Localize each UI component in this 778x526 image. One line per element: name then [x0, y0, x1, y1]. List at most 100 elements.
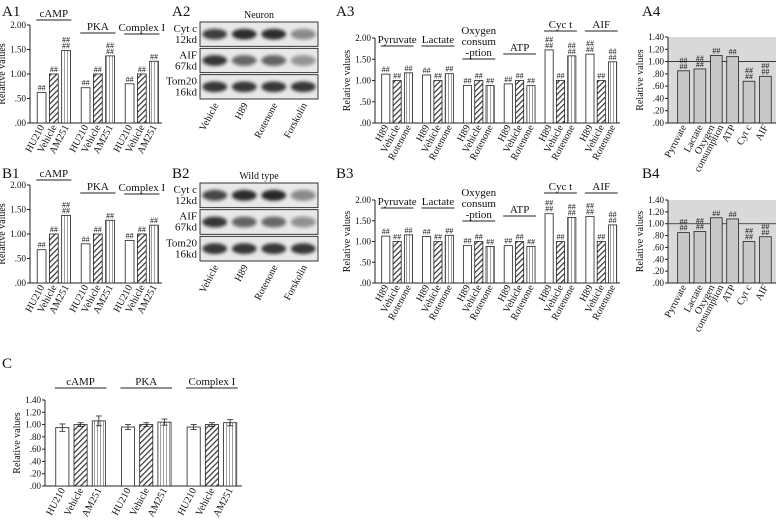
- y-tick-label: .00: [30, 481, 42, 491]
- significance-mark: ##: [609, 47, 617, 56]
- significance-mark: ##: [680, 218, 688, 227]
- significance-mark: ##: [126, 75, 134, 84]
- y-tick-label: .20: [30, 469, 42, 479]
- significance-mark: ##: [126, 231, 134, 240]
- panel-label: A4: [642, 4, 661, 20]
- bar: [608, 61, 618, 124]
- bar: [596, 241, 606, 284]
- significance-mark: ##: [586, 202, 594, 211]
- blot-band: [261, 189, 287, 201]
- bar: [433, 80, 443, 124]
- row-label: 67kd: [175, 60, 198, 72]
- significance-mark: ##: [516, 72, 524, 81]
- blot-band: [231, 189, 257, 201]
- blot-band: [202, 28, 228, 40]
- bar: [80, 243, 91, 284]
- panel-label: A3: [336, 4, 354, 20]
- group-label: ATP: [510, 204, 530, 216]
- significance-mark: ##: [556, 72, 564, 81]
- group-label: Pyruvate: [378, 196, 417, 208]
- y-tick-label: .80: [653, 231, 665, 241]
- significance-mark: ##: [434, 233, 442, 242]
- y-tick-label: .40: [30, 456, 42, 466]
- blot-band: [202, 55, 228, 66]
- lane-label: H89: [233, 263, 251, 283]
- panel-label: A1: [2, 4, 20, 20]
- bar: [585, 216, 595, 284]
- significance-mark: ##: [504, 237, 512, 246]
- significance-mark: ##: [434, 72, 442, 81]
- significance-mark: ##: [486, 237, 494, 246]
- significance-mark: ##: [382, 227, 390, 236]
- bar: [709, 55, 723, 124]
- blot-band: [231, 243, 257, 255]
- y-tick-label: 1.00: [10, 229, 26, 239]
- y-tick-label: 1.00: [25, 420, 41, 430]
- row-label: Cyt c: [173, 23, 197, 35]
- y-tick-label: 1.20: [648, 44, 664, 54]
- group-label: PKA: [87, 181, 109, 193]
- group-label: Complex I: [189, 376, 236, 388]
- row-label: 67kd: [175, 222, 198, 234]
- panel-label: B4: [642, 166, 660, 182]
- bar: [36, 92, 47, 124]
- bar: [80, 87, 91, 124]
- significance-mark: ##: [150, 52, 158, 61]
- significance-mark: ##: [463, 237, 471, 246]
- significance-mark: ##: [545, 41, 553, 50]
- lane-label: Forskolin: [282, 101, 310, 140]
- blot-band: [202, 243, 228, 255]
- bar: [91, 420, 106, 487]
- group-label: -ption: [466, 209, 493, 221]
- bar: [474, 241, 484, 284]
- significance-mark: ##: [393, 72, 401, 81]
- bar: [121, 426, 135, 487]
- significance-mark: ##: [445, 65, 453, 74]
- significance-mark: ##: [745, 66, 753, 75]
- blot-band: [290, 28, 316, 40]
- bar: [474, 80, 484, 124]
- bar: [49, 73, 59, 124]
- y-tick-label: .20: [653, 266, 665, 276]
- bar: [105, 219, 115, 284]
- blot-band: [290, 189, 316, 201]
- significance-mark: ##: [62, 206, 70, 215]
- group-label: cAMP: [66, 376, 95, 388]
- significance-mark: ##: [729, 210, 737, 219]
- significance-mark: ##: [696, 54, 704, 63]
- significance-mark: ##: [609, 210, 617, 219]
- panel-c: C 1.40 1.20 1.00 .80 .60 .40 .20 .00 Relative val…: [2, 356, 242, 519]
- category-label: AIF: [754, 123, 771, 143]
- blot-title: Wild type: [239, 171, 279, 182]
- significance-mark: ##: [680, 62, 688, 71]
- significance-mark: ##: [761, 67, 769, 76]
- significance-mark: ##: [545, 35, 553, 44]
- significance-mark: ##: [82, 79, 90, 88]
- bar: [726, 56, 739, 124]
- significance-mark: ##: [404, 226, 412, 235]
- panel-label: A2: [172, 4, 190, 20]
- significance-mark: ##: [463, 77, 471, 86]
- row-label: AIF: [179, 49, 197, 61]
- bar: [608, 224, 618, 284]
- y-tick-label: 1.50: [10, 205, 26, 215]
- significance-mark: ##: [50, 65, 58, 74]
- bar: [759, 236, 772, 284]
- significance-mark: ##: [745, 227, 753, 236]
- group-label: ATP: [510, 42, 530, 54]
- lane-label: H89: [233, 101, 251, 121]
- bar: [137, 233, 147, 284]
- bar: [677, 232, 690, 284]
- row-label: 12kd: [175, 34, 198, 46]
- group-label: PKA: [87, 21, 109, 33]
- blot-title: Neuron: [244, 10, 274, 21]
- y-tick-label: 2.00: [10, 180, 26, 190]
- significance-mark: ##: [38, 241, 46, 250]
- y-tick-label: .00: [653, 118, 665, 128]
- lane-label: Rotenone: [253, 263, 281, 302]
- group-label: Lactate: [422, 196, 454, 208]
- bar: [223, 422, 238, 487]
